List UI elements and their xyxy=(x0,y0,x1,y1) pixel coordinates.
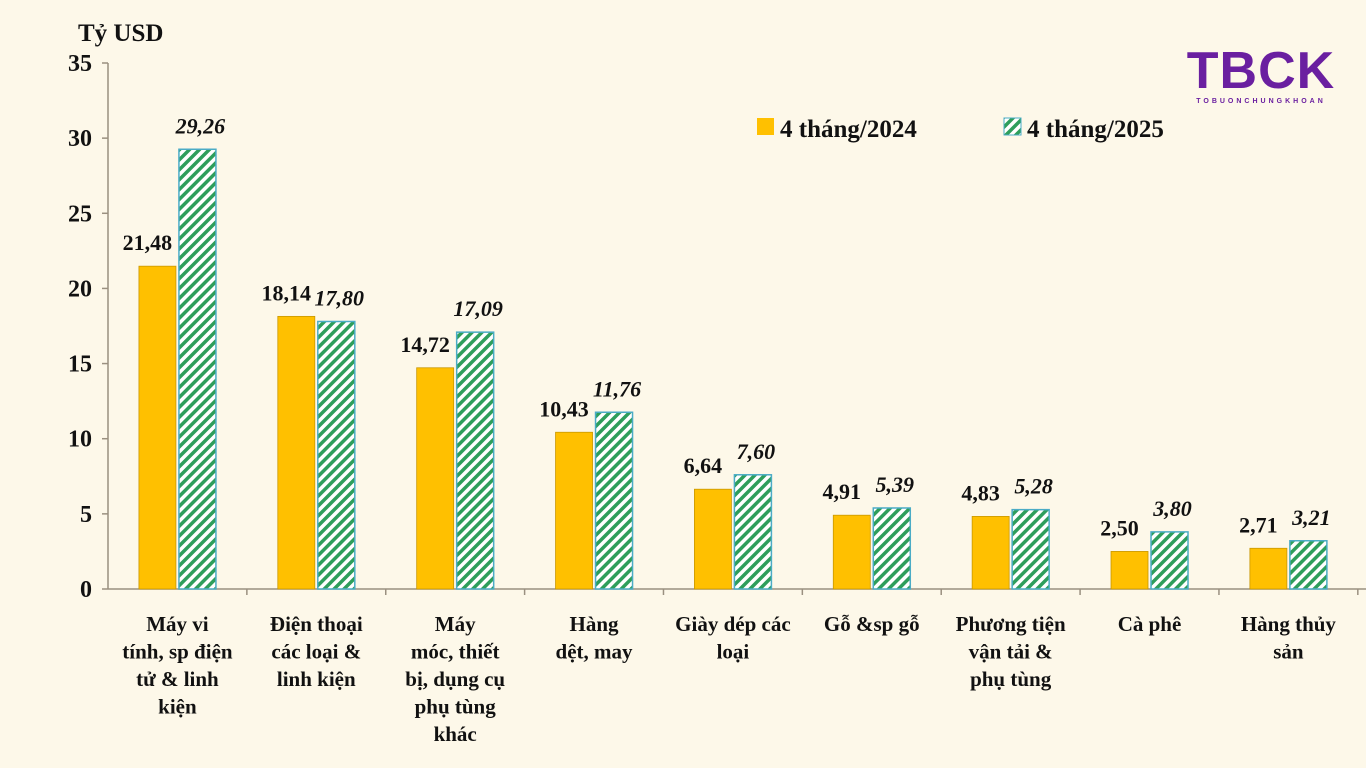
x-tick-label: linh kiện xyxy=(277,667,356,691)
bar-2025 xyxy=(1011,508,1050,590)
data-label: 5,39 xyxy=(876,472,915,497)
x-tick-label: Máy vi xyxy=(146,612,209,636)
bar-2025 xyxy=(733,474,773,590)
bar-2025 xyxy=(872,507,912,590)
legend: 4 tháng/2024 4 tháng/2025 xyxy=(757,116,1164,143)
x-tick-label: bị, dụng cụ xyxy=(405,667,505,691)
data-label: 14,72 xyxy=(400,332,450,357)
data-label: 21,48 xyxy=(123,230,173,255)
x-tick-label: Gỗ &sp gỗ xyxy=(824,612,920,636)
x-tick-label: phụ tùng xyxy=(970,667,1052,691)
y-tick-label: 15 xyxy=(68,352,92,378)
x-tick-label: dệt, may xyxy=(556,640,633,664)
data-label: 3,80 xyxy=(1152,496,1192,521)
data-label: 11,76 xyxy=(593,376,641,401)
data-label: 4,91 xyxy=(823,479,862,504)
y-tick-label: 25 xyxy=(68,201,92,227)
legend-swatch xyxy=(757,118,774,135)
bar-2024 xyxy=(416,367,455,590)
x-tick-label: khác xyxy=(434,722,477,746)
x-tick-label: vận tải & xyxy=(969,640,1053,664)
y-tick-label: 0 xyxy=(80,577,92,603)
bar-2025 xyxy=(178,148,217,590)
data-label: 6,64 xyxy=(684,453,723,478)
bar-2024 xyxy=(832,514,871,590)
bar-2024 xyxy=(555,431,593,590)
bar-2024 xyxy=(138,265,177,590)
x-tick-label: sản xyxy=(1273,640,1304,664)
bar-2024 xyxy=(971,516,1010,590)
bar-2025 xyxy=(455,331,495,590)
bar-2025 xyxy=(1150,531,1189,590)
x-tick-label: Hàng xyxy=(570,612,620,636)
bar-2025 xyxy=(594,411,634,590)
x-tick-label: các loại & xyxy=(271,640,361,664)
data-label: 3,21 xyxy=(1291,505,1331,530)
data-label: 18,14 xyxy=(262,280,312,305)
legend-label: 4 tháng/2024 xyxy=(780,116,917,143)
x-tick-label: Cà phê xyxy=(1118,612,1182,636)
x-tick-label: móc, thiết xyxy=(411,640,500,664)
y-axis-label: Tỷ USD xyxy=(78,20,163,47)
data-label: 17,80 xyxy=(315,285,365,310)
data-label: 4,83 xyxy=(961,480,1000,505)
data-label: 7,60 xyxy=(737,439,776,464)
bar-2025 xyxy=(1289,540,1328,590)
y-tick-label: 35 xyxy=(68,51,92,77)
legend-swatch xyxy=(1003,117,1022,136)
legend-label: 4 tháng/2025 xyxy=(1027,116,1164,143)
tbck-logo: TBCK TOBUONCHUNGKHOAN xyxy=(1186,42,1336,105)
x-tick-label: tính, sp điện xyxy=(122,640,233,664)
data-label: 17,09 xyxy=(453,296,503,321)
bar-2024 xyxy=(277,315,316,590)
bar-2025 xyxy=(317,320,356,590)
x-tick-label: Hàng thủy xyxy=(1241,612,1337,636)
data-label: 10,43 xyxy=(539,396,589,421)
data-label: 29,26 xyxy=(175,113,226,138)
x-tick-label: Giày dép các xyxy=(675,612,791,636)
x-tick-label: Điện thoại xyxy=(270,612,363,636)
x-tick-label: Máy xyxy=(435,612,476,636)
data-label: 5,28 xyxy=(1014,474,1053,499)
y-tick-label: 30 xyxy=(68,126,92,152)
bar-2024 xyxy=(1110,551,1149,590)
bar-2024 xyxy=(1249,547,1288,590)
x-tick-label: phụ tùng xyxy=(415,695,497,719)
bar-2024 xyxy=(694,488,732,590)
y-tick-label: 20 xyxy=(68,276,92,302)
y-tick-label: 10 xyxy=(68,427,92,453)
y-tick-label: 5 xyxy=(80,502,92,528)
data-label: 2,50 xyxy=(1100,515,1139,540)
x-tick-label: tử & linh xyxy=(136,667,219,691)
data-label: 2,71 xyxy=(1239,512,1278,537)
x-tick-label: Phương tiện xyxy=(956,612,1066,636)
x-tick-label: kiện xyxy=(158,695,197,719)
x-tick-label: loại xyxy=(717,640,750,664)
